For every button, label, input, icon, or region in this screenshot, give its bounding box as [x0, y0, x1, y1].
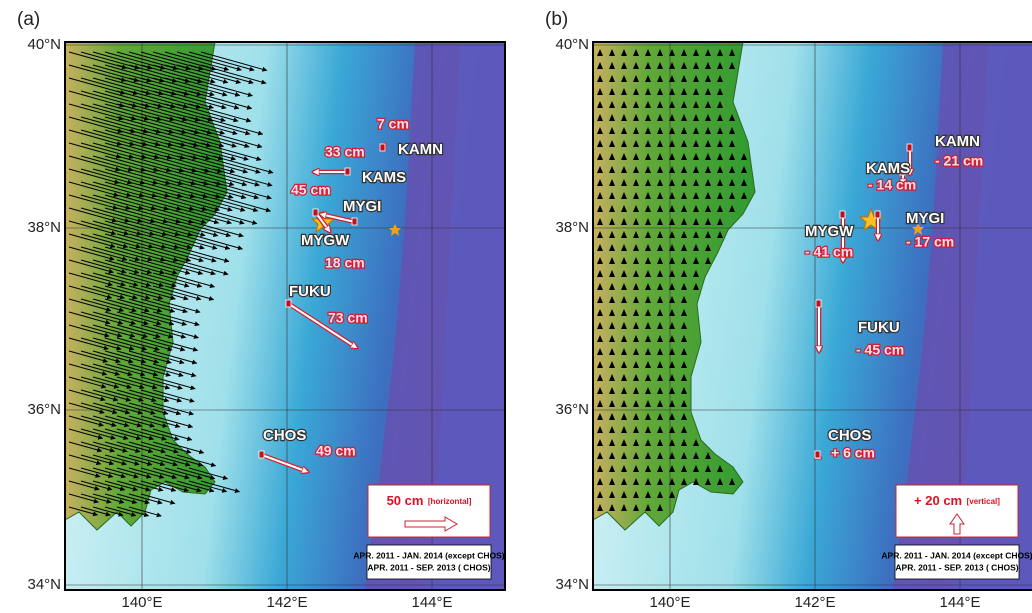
lon-tick: 142°E: [794, 594, 835, 611]
station: [840, 211, 845, 218]
lat-tick: 34°N: [555, 576, 589, 593]
panel-label: (b): [545, 9, 568, 30]
station: [875, 211, 880, 218]
station-name: MYGI: [906, 210, 944, 227]
station-name: MYGI: [343, 198, 381, 215]
figure: KAMN 7 cm KAMS 33 cm MYGI 45 cm MYGW 18 cm FUKU 7…: [0, 0, 1032, 613]
station-name: KAMS: [866, 160, 910, 177]
lon-tick: 140°E: [121, 594, 162, 611]
period-note: APR. 2011 - JAN. 2014 (except CHOS): [353, 550, 504, 560]
station: [286, 300, 291, 307]
station-name: MYGW: [805, 223, 854, 240]
displacement-label: - 21 cm: [935, 153, 983, 169]
scale-qualifier: [vertical]: [967, 497, 1001, 506]
station: [815, 451, 820, 458]
station-name: KAMS: [362, 169, 406, 186]
station-name: FUKU: [289, 283, 331, 300]
period-note: APR. 2011 - JAN. 2014 (except CHOS): [881, 550, 1032, 560]
lat-tick: 40°N: [555, 36, 589, 53]
lat-tick: 36°N: [555, 401, 589, 418]
scale-value: 50 cm: [387, 493, 424, 508]
period-note: APR. 2011 - SEP. 2013 ( CHOS): [367, 562, 490, 572]
displacement-label: 33 cm: [325, 144, 365, 160]
displacement-label: + 6 cm: [831, 445, 875, 461]
displacement-label: 45 cm: [291, 182, 331, 198]
lon-tick: 140°E: [649, 594, 690, 611]
lat-tick: 36°N: [27, 401, 61, 418]
displacement-label: - 17 cm: [906, 234, 954, 250]
station: [907, 144, 912, 151]
station: [816, 300, 821, 307]
station-name: MYGW: [301, 232, 350, 249]
lat-tick: 38°N: [555, 219, 589, 236]
station: [380, 144, 385, 151]
lon-tick: 144°E: [411, 594, 452, 611]
lon-tick: 144°E: [939, 594, 980, 611]
displacement-label: - 45 cm: [856, 342, 904, 358]
map-panel: KAMN - 21 cm KAMS- 14 cm MYGI - 17 cm MYGW - 4…: [593, 42, 1032, 590]
period-note: APR. 2011 - SEP. 2013 ( CHOS): [895, 562, 1018, 572]
station: [352, 218, 357, 225]
lat-tick: 34°N: [27, 576, 61, 593]
station: [313, 209, 318, 216]
lat-tick: 40°N: [27, 36, 61, 53]
displacement-label: 7 cm: [377, 116, 409, 132]
displacement-label: 73 cm: [328, 310, 368, 326]
panel-label: (a): [17, 9, 40, 30]
scale-value: + 20 cm: [914, 493, 962, 508]
displacement-label: - 41 cm: [805, 244, 853, 260]
lat-tick: 38°N: [27, 219, 61, 236]
map-panel: KAMN 7 cm KAMS 33 cm MYGI 45 cm MYGW 18 cm FUKU 7…: [65, 42, 505, 590]
station-name: CHOS: [263, 427, 306, 444]
station-name: KAMN: [935, 133, 980, 150]
scale-qualifier: [horizontal]: [428, 497, 472, 506]
station-name: FUKU: [858, 319, 900, 336]
displacement-label: - 14 cm: [868, 177, 916, 193]
station: [259, 451, 264, 458]
displacement-label: 49 cm: [316, 443, 356, 459]
station: [345, 168, 350, 175]
station-name: KAMN: [398, 141, 443, 158]
lon-tick: 142°E: [266, 594, 307, 611]
station-name: CHOS: [828, 427, 871, 444]
displacement-label: 18 cm: [325, 255, 365, 271]
